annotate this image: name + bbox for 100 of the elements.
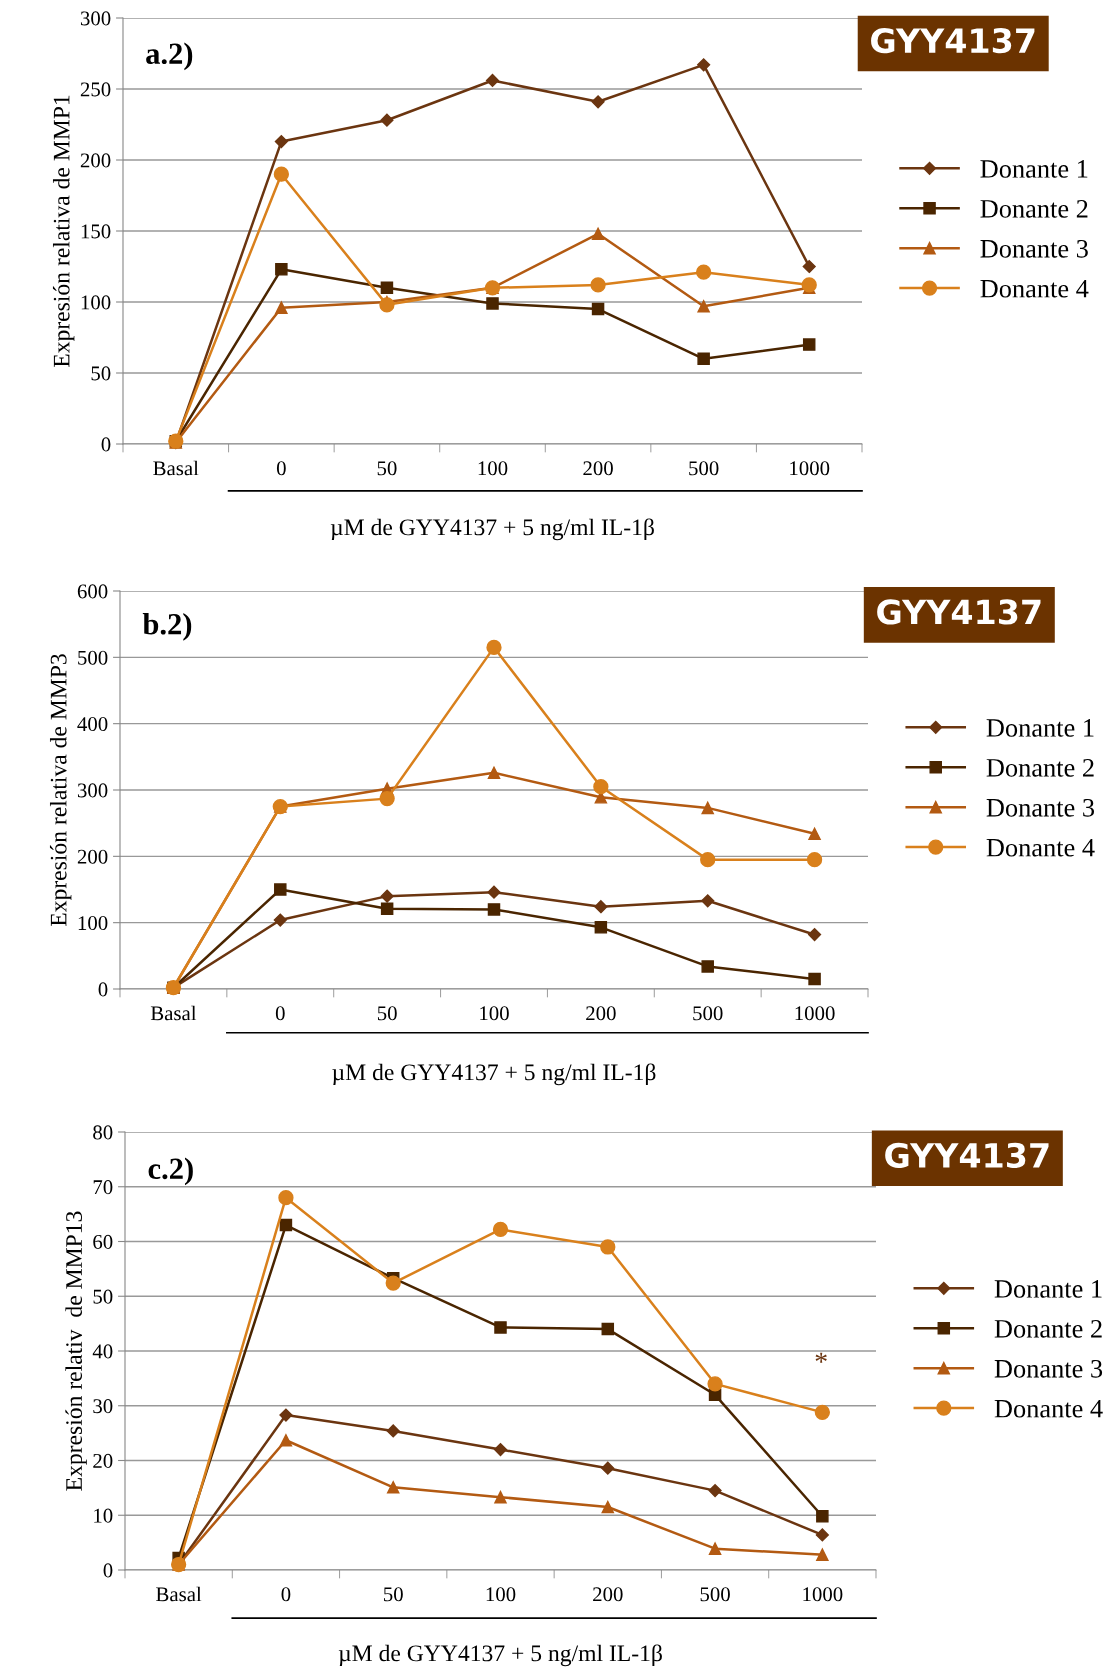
x-tick-label: 50 bbox=[384, 1587, 403, 1602]
y-tick-label: 500 bbox=[78, 650, 108, 665]
point bbox=[273, 166, 289, 182]
annotation: * bbox=[815, 1352, 827, 1363]
x-tick-label: 500 bbox=[700, 1587, 730, 1602]
y-axis-title: Expresión relativa de MMP1 bbox=[52, 95, 75, 368]
point bbox=[279, 1408, 293, 1422]
y-tick-label: 250 bbox=[80, 82, 111, 97]
text: a.2) bbox=[146, 42, 193, 71]
y-tick-label: 50 bbox=[91, 366, 111, 381]
point bbox=[591, 302, 605, 316]
x-tick-label: 0 bbox=[276, 461, 286, 476]
y-axis-title: Expresión relativa de MMP3 bbox=[49, 654, 72, 927]
point bbox=[386, 1481, 400, 1494]
y-tick-label: 150 bbox=[81, 224, 111, 239]
point bbox=[697, 300, 710, 313]
legend-label: Donante 2 bbox=[986, 758, 1094, 777]
point bbox=[708, 1484, 722, 1498]
text: GYY4137 bbox=[877, 599, 1041, 625]
legend-label: Donante 4 bbox=[980, 279, 1089, 298]
point bbox=[273, 913, 287, 927]
y-tick-label: 100 bbox=[78, 916, 108, 931]
text: c.2) bbox=[148, 1157, 193, 1186]
point bbox=[696, 264, 712, 280]
y-tick-label: 0 bbox=[103, 1563, 113, 1578]
legend-label: Donante 4 bbox=[994, 1399, 1103, 1418]
point bbox=[274, 883, 287, 896]
y-tick-label: 0 bbox=[98, 982, 108, 997]
x-tick-label: 200 bbox=[583, 461, 613, 476]
y-tick-label: 70 bbox=[93, 1180, 113, 1195]
point bbox=[494, 1321, 507, 1334]
point bbox=[275, 301, 288, 314]
point bbox=[707, 1376, 723, 1392]
y-tick-label: 60 bbox=[93, 1234, 113, 1249]
point bbox=[492, 1221, 509, 1238]
point bbox=[486, 297, 499, 310]
point bbox=[380, 902, 394, 915]
x-axis-title: µM de GYY4137 + 5 ng/ml IL-1β bbox=[338, 1644, 662, 1667]
point bbox=[386, 1424, 400, 1438]
x-tick-label: 1000 bbox=[790, 461, 830, 476]
y-tick-label: 600 bbox=[77, 584, 108, 599]
point bbox=[486, 639, 502, 656]
point bbox=[487, 766, 501, 780]
x-tick-label: Basal bbox=[156, 1586, 202, 1602]
legend-label: Donante 3 bbox=[980, 239, 1088, 258]
point bbox=[700, 852, 716, 868]
point bbox=[601, 1322, 615, 1336]
y-tick-label: 0 bbox=[101, 437, 111, 452]
point bbox=[275, 263, 288, 276]
y-tick-label: 80 bbox=[93, 1125, 113, 1140]
point bbox=[808, 827, 821, 841]
point bbox=[601, 1461, 615, 1475]
y-tick-label: 40 bbox=[92, 1344, 113, 1359]
point bbox=[485, 73, 500, 88]
legend-label: Donante 1 bbox=[986, 719, 1094, 737]
point bbox=[815, 1528, 829, 1542]
point bbox=[802, 338, 816, 351]
point bbox=[701, 960, 714, 973]
x-axis-title: µM de GYY4137 + 5 ng/ml IL-1β bbox=[330, 518, 654, 541]
y-tick-label: 20 bbox=[93, 1453, 113, 1468]
x-axis-title: µM de GYY4137 + 5 ng/ml IL-1β bbox=[332, 1063, 656, 1086]
point bbox=[494, 1490, 507, 1504]
point bbox=[601, 1500, 615, 1514]
x-tick-label: 200 bbox=[586, 1006, 616, 1021]
x-tick-label: 1000 bbox=[795, 1006, 835, 1021]
y-tick-label: 400 bbox=[77, 717, 108, 732]
point bbox=[594, 921, 608, 934]
legend-label: Donante 1 bbox=[980, 160, 1088, 178]
legend-label: Donante 3 bbox=[986, 798, 1095, 817]
x-tick-label: 0 bbox=[281, 1587, 291, 1602]
point bbox=[593, 779, 609, 795]
point bbox=[279, 1433, 293, 1447]
point bbox=[278, 1190, 294, 1206]
y-tick-label: 200 bbox=[77, 849, 108, 864]
x-tick-label: 1000 bbox=[803, 1587, 843, 1602]
point bbox=[814, 1404, 830, 1420]
x-tick-label: 50 bbox=[377, 1006, 397, 1021]
y-tick-label: 300 bbox=[80, 11, 111, 26]
x-tick-label: 200 bbox=[593, 1587, 623, 1602]
point bbox=[274, 134, 288, 149]
legend-label: Donante 4 bbox=[986, 838, 1095, 857]
point bbox=[701, 801, 714, 815]
x-tick-label: 100 bbox=[478, 461, 508, 476]
point bbox=[379, 297, 395, 313]
point bbox=[380, 889, 394, 903]
point bbox=[380, 281, 394, 295]
text: b.2) bbox=[142, 612, 192, 641]
point bbox=[708, 1542, 722, 1555]
point bbox=[816, 1510, 829, 1523]
x-tick-label: Basal bbox=[153, 460, 199, 476]
text: GYY4137 bbox=[885, 1142, 1049, 1168]
point bbox=[493, 1442, 508, 1457]
point bbox=[591, 95, 605, 109]
legend-label: Donante 2 bbox=[980, 199, 1088, 218]
legend-label: Donante 2 bbox=[994, 1319, 1102, 1338]
point bbox=[808, 972, 821, 986]
point bbox=[807, 928, 822, 942]
x-tick-label: 50 bbox=[377, 461, 397, 476]
x-tick-label: Basal bbox=[150, 1005, 197, 1021]
point bbox=[379, 790, 395, 807]
